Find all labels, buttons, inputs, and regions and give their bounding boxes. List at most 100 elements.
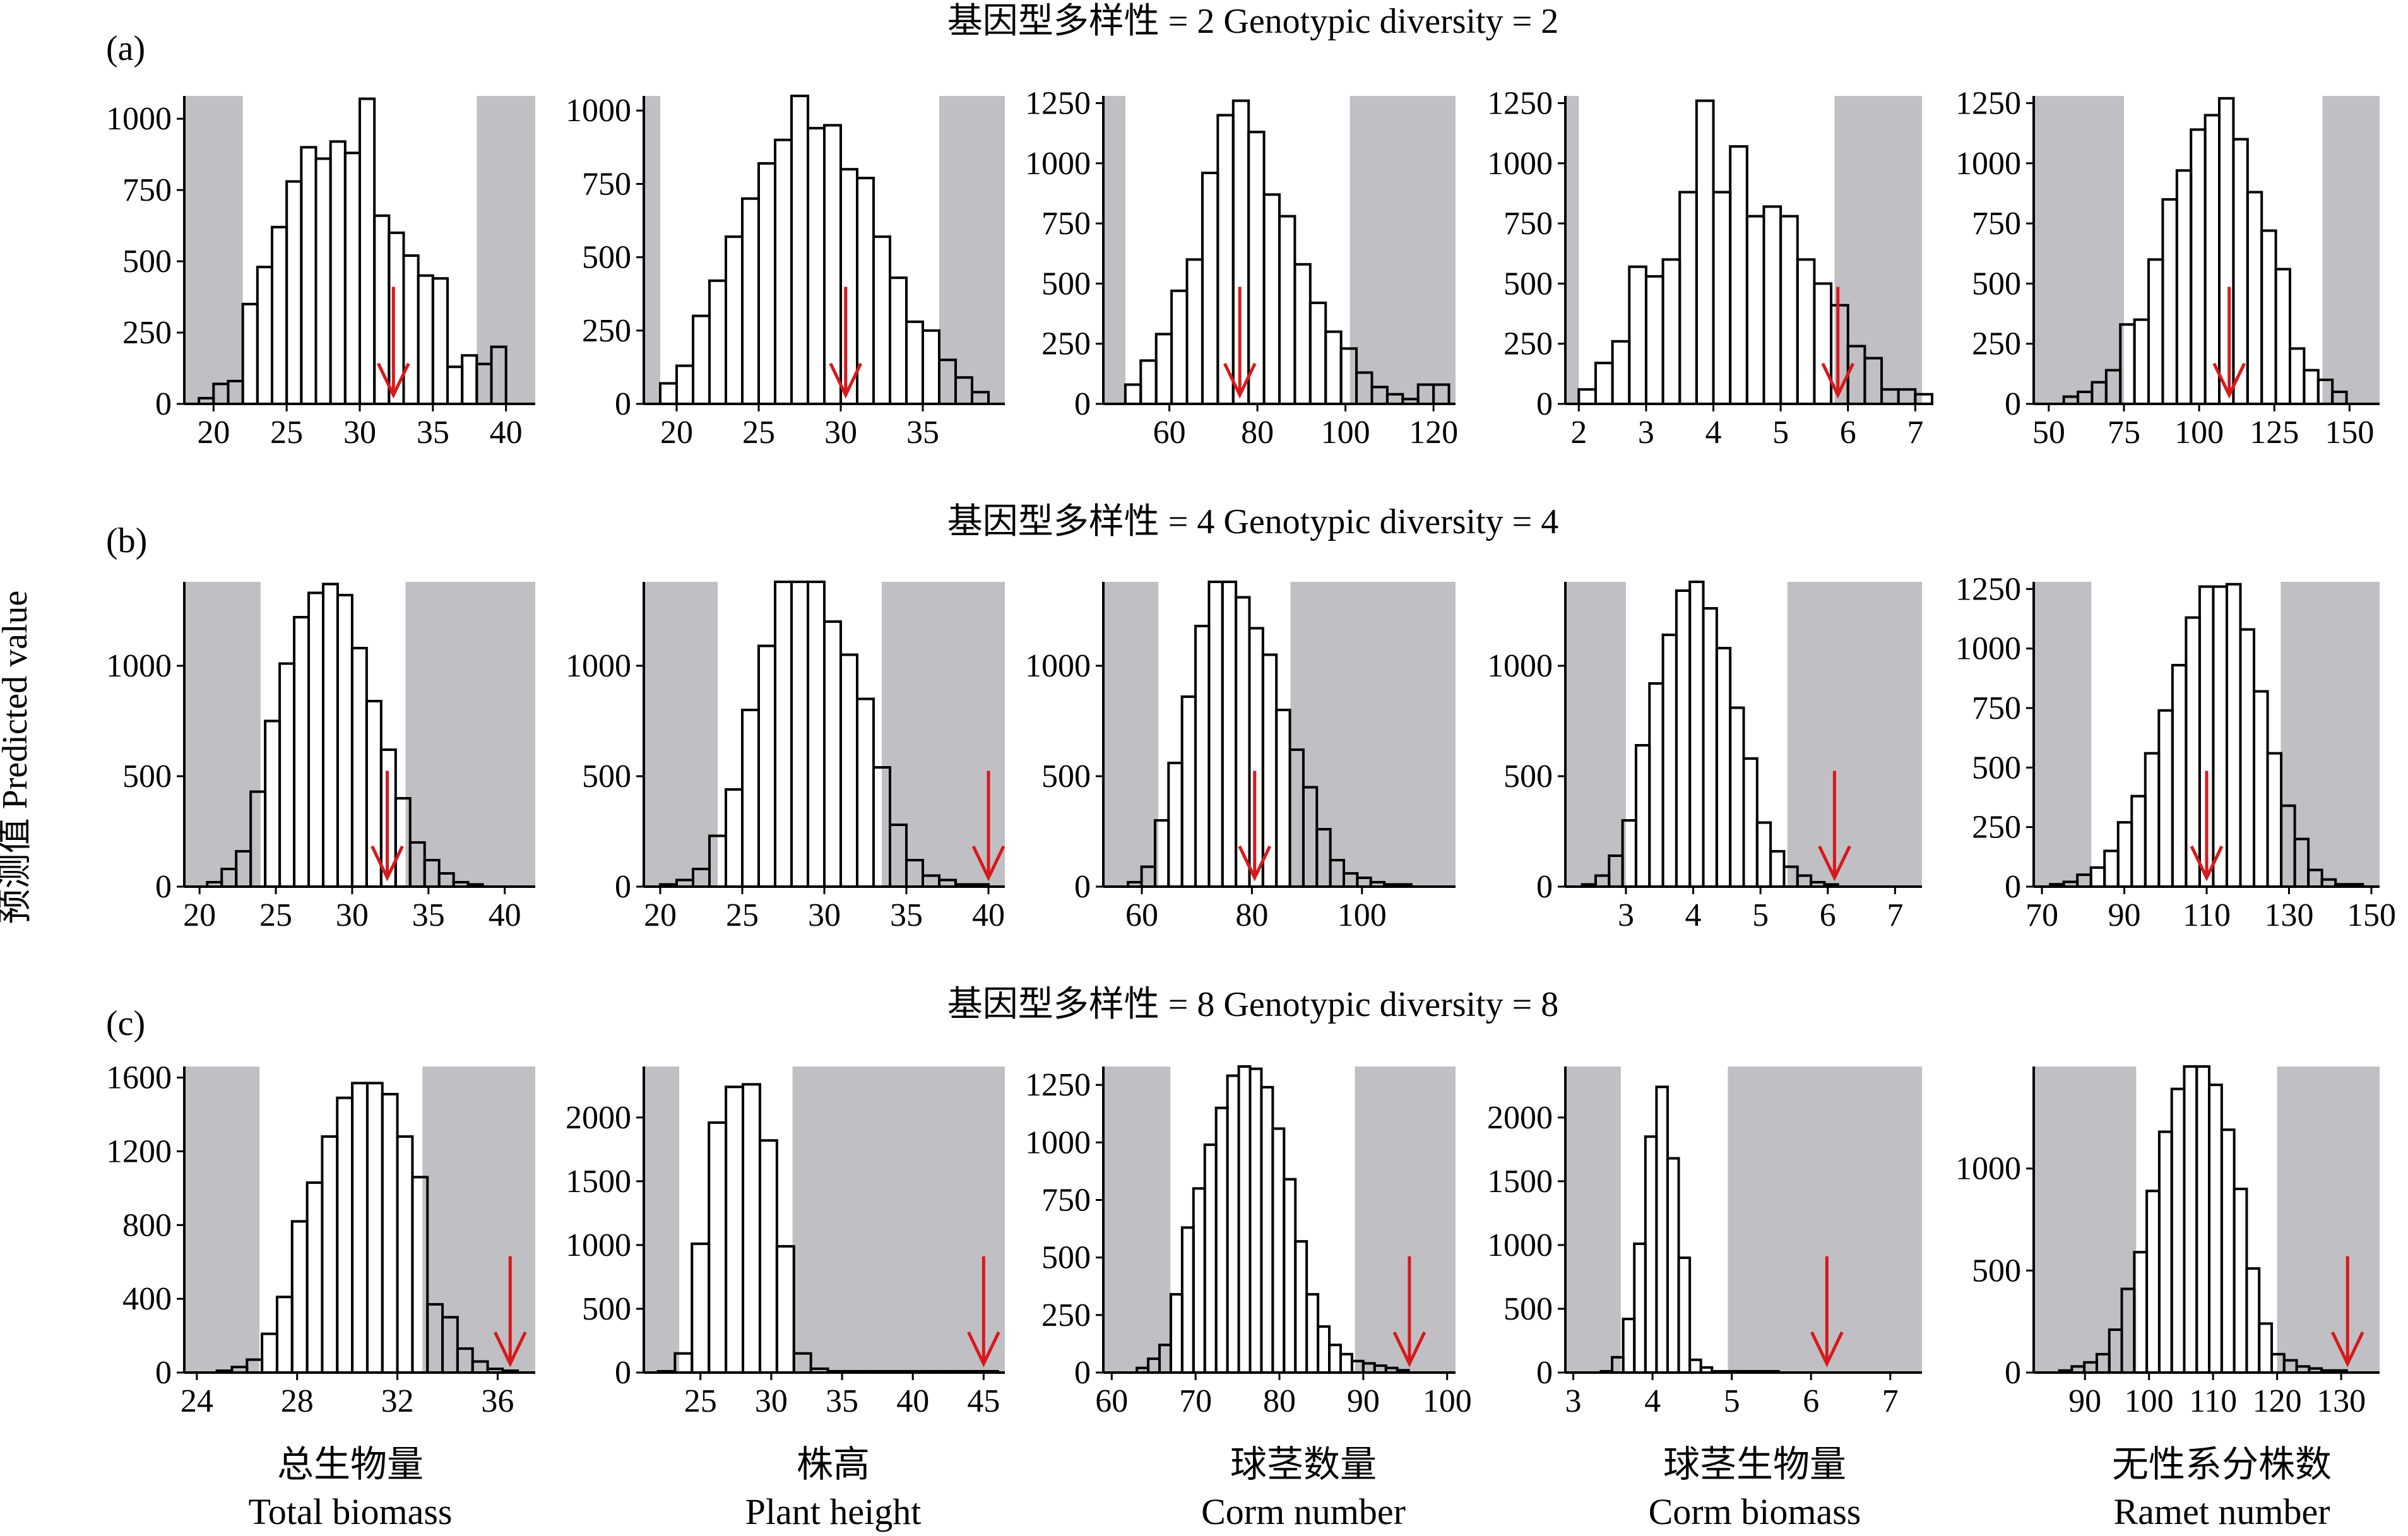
- histogram-bar: [1192, 1187, 1206, 1374]
- histogram-bar: [314, 157, 332, 405]
- y-tick-label: 0: [1074, 386, 1091, 422]
- histogram-bar: [1216, 114, 1235, 405]
- y-tick-label: 250: [1504, 326, 1553, 362]
- observed-value-arrow: [1238, 771, 1272, 882]
- histogram-bar: [807, 127, 826, 405]
- shade-region-left: [644, 96, 660, 404]
- observed-value-arrow: [377, 287, 410, 399]
- histogram-bar: [1779, 215, 1799, 405]
- histogram-bar: [402, 254, 420, 406]
- y-tick-label: 2000: [566, 1100, 631, 1136]
- histogram-bar: [872, 235, 891, 405]
- observed-value-arrow-head: [494, 1331, 527, 1368]
- histogram-bar: [365, 1082, 384, 1374]
- col-label-en-corm-number: Corm number: [1201, 1491, 1406, 1532]
- y-tick-label: 750: [1972, 690, 2021, 726]
- x-tick-label: 3: [1618, 897, 1634, 933]
- histogram-bar: [1283, 1178, 1297, 1374]
- x-tick-label: 6: [1820, 897, 1836, 933]
- x-tick-label: 20: [660, 415, 693, 451]
- shade-region-right: [405, 582, 535, 887]
- y-tick-label: 1500: [566, 1164, 631, 1200]
- y-tick-label: 0: [1536, 1355, 1553, 1391]
- col-label-cn-total-biomass: 总生物量: [277, 1444, 424, 1485]
- shade-region-right: [939, 96, 1005, 404]
- histogram-bar: [692, 314, 711, 406]
- col-label-cn-corm-number: 球茎数量: [1230, 1444, 1377, 1485]
- histogram-bar: [1648, 682, 1664, 888]
- panel-b-total-biomass: 20 25 30 35 40 0 500 1000: [106, 582, 535, 933]
- histogram-bar: [1688, 581, 1705, 888]
- x-tick-label: 32: [381, 1383, 414, 1419]
- histogram-bar: [790, 95, 809, 405]
- histogram-bar: [725, 1085, 745, 1374]
- x-tick-label: 25: [742, 415, 775, 451]
- histogram-bar: [1180, 1226, 1195, 1374]
- histogram-bar: [774, 581, 793, 888]
- histogram-bar: [278, 662, 296, 888]
- histogram-bar: [2116, 821, 2133, 888]
- histogram-bar: [1655, 1085, 1669, 1374]
- panel-c-plant-height: 25 30 35 40 45 0 500 1000 1500 2000: [566, 1066, 1005, 1419]
- y-tick-label: 1500: [1487, 1164, 1553, 1200]
- histogram-bar: [757, 644, 776, 888]
- histogram-bar: [1275, 709, 1291, 888]
- histogram-bar: [1308, 301, 1327, 405]
- histogram-bar: [889, 276, 908, 405]
- x-tick-label: 90: [2068, 1383, 2101, 1419]
- histogram-bar: [691, 1242, 711, 1374]
- histogram-bar: [373, 214, 391, 405]
- histogram-bar: [1237, 1065, 1252, 1374]
- shade-region-left: [1565, 1066, 1621, 1373]
- observed-value-arrow-head: [1392, 1331, 1426, 1368]
- y-tick-label: 500: [1504, 759, 1553, 795]
- x-tick-label: 100: [1321, 415, 1370, 451]
- y-tick-label: 1000: [1955, 631, 2021, 667]
- x-tick-label: 50: [2032, 415, 2065, 451]
- y-tick-label: 1250: [1487, 85, 1553, 121]
- x-tick-label: 130: [2264, 897, 2313, 933]
- observed-value-arrow-head: [2331, 1331, 2364, 1368]
- histogram-bar: [1278, 215, 1296, 405]
- x-tick-label: 30: [824, 415, 857, 451]
- x-tick-label: 40: [896, 1383, 929, 1419]
- y-tick-label: 1250: [1025, 85, 1091, 121]
- x-tick-label: 25: [726, 897, 759, 933]
- y-tick-label: 500: [582, 240, 631, 276]
- y-tick-label: 250: [1972, 810, 2021, 846]
- histogram-bar: [336, 594, 353, 888]
- histogram-bar: [1167, 762, 1183, 888]
- x-tick-label: 60: [1153, 415, 1186, 451]
- x-tick-label: 7: [1887, 897, 1903, 933]
- histogram-bar: [2253, 690, 2269, 888]
- panel-a-plant-height: 20 25 30 35 0 250 500 750 1000: [566, 93, 1005, 451]
- shade-region-right: [1349, 96, 1456, 404]
- observed-value-arrow-head: [1818, 845, 1851, 882]
- shade-region-left: [644, 582, 718, 887]
- y-tick-label: 500: [122, 759, 172, 795]
- observed-value-arrow-head: [967, 1331, 1000, 1368]
- x-tick-label: 100: [2125, 1383, 2174, 1419]
- histogram-bar: [1661, 634, 1678, 888]
- observed-value-arrow: [2212, 287, 2246, 399]
- histogram-bar: [1261, 653, 1278, 888]
- x-tick-label: 35: [890, 897, 923, 933]
- y-tick-label: 500: [1041, 266, 1091, 302]
- y-tick-label: 1250: [1025, 1067, 1091, 1103]
- histogram-bar: [336, 1096, 354, 1374]
- histogram-bar: [300, 146, 317, 405]
- histogram-bar: [1124, 383, 1142, 405]
- x-tick-label: 40: [489, 897, 521, 933]
- shade-region-right: [1728, 1066, 1922, 1373]
- x-tick-label: 40: [490, 415, 523, 451]
- observed-value-arrow: [2190, 771, 2224, 882]
- panel-a-total-biomass: 20 25 30 35 40 0 250 500 750 1000: [106, 96, 535, 451]
- histogram-bar: [742, 1083, 761, 1374]
- x-tick-label: 25: [270, 415, 303, 451]
- histogram-bar: [396, 1135, 414, 1374]
- x-tick-label: 20: [197, 415, 230, 451]
- y-tick-label: 0: [155, 869, 172, 905]
- y-tick-label: 500: [1972, 750, 2021, 786]
- observed-value-arrow: [1818, 771, 1851, 882]
